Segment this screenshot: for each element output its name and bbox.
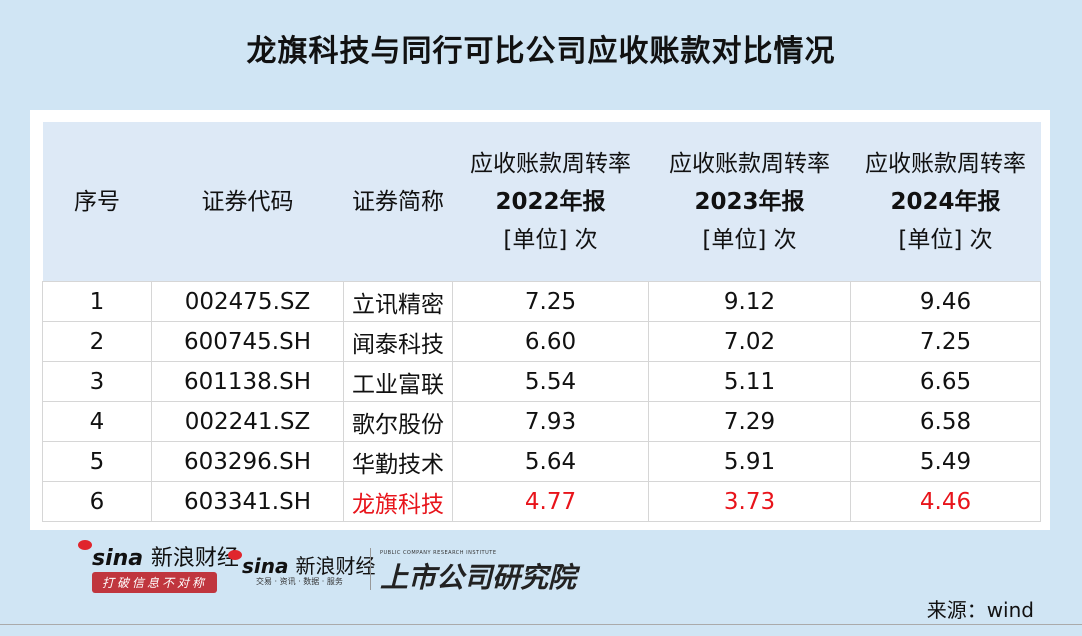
sina-eye-icon (78, 540, 92, 550)
cell-v2023: 5.11 (648, 361, 851, 402)
cell-v2022: 5.54 (452, 361, 649, 402)
cell-v2024: 6.65 (850, 361, 1041, 402)
cell-v2024: 5.49 (850, 441, 1041, 482)
sina-logo-2: sina 新浪财经 (228, 550, 375, 579)
table-row: 4 002241.SZ 歌尔股份 7.93 7.29 6.58 (42, 401, 1041, 442)
cell-v2024: 4.46 (850, 481, 1041, 522)
header-2024: 应收账款周转率 2024年报 [单位] 次 (850, 122, 1041, 282)
institute-logo: 上市公司研究院 (380, 561, 577, 594)
cell-v2022: 4.77 (452, 481, 649, 522)
table-row: 5 603296.SH 华勤技术 5.64 5.91 5.49 (42, 441, 1041, 482)
header-code: 证券代码 (151, 122, 344, 282)
cell-name: 歌尔股份 (343, 401, 453, 442)
cell-code: 603296.SH (151, 441, 344, 482)
page-title: 龙旗科技与同行可比公司应收账款对比情况 (246, 34, 836, 69)
table-row: 1 002475.SZ 立讯精密 7.25 9.12 9.46 (42, 281, 1041, 322)
cell-v2022: 7.93 (452, 401, 649, 442)
cell-seq: 3 (42, 361, 152, 402)
bottom-divider (0, 624, 1082, 625)
cell-seq: 5 (42, 441, 152, 482)
logos: sina 新浪财经 打破信息不对称 sina 新浪财经 交易 · 资讯 · 数据… (78, 536, 578, 596)
cell-name: 闻泰科技 (343, 321, 453, 362)
cell-name: 立讯精密 (343, 281, 453, 322)
sina-eye-icon (228, 550, 242, 560)
cell-code: 603341.SH (151, 481, 344, 522)
cell-name: 工业富联 (343, 361, 453, 402)
table-panel: 序号 证券代码 证券简称 应收账款周转率 2022年报 [单位] 次 应收账款周转率… (30, 110, 1050, 530)
header-row: 序号 证券代码 证券简称 应收账款周转率 2022年报 [单位] 次 应收账款周转率… (42, 122, 1041, 282)
cell-v2024: 6.58 (850, 401, 1041, 442)
cell-v2023: 7.02 (648, 321, 851, 362)
cell-name: 华勤技术 (343, 441, 453, 482)
header-2022: 应收账款周转率 2022年报 [单位] 次 (452, 122, 649, 282)
institute-en: PUBLIC COMPANY RESEARCH INSTITUTE (380, 550, 497, 556)
cell-v2023: 9.12 (648, 281, 851, 322)
cell-code: 002241.SZ (151, 401, 344, 442)
cell-seq: 2 (42, 321, 152, 362)
data-table: 序号 证券代码 证券简称 应收账款周转率 2022年报 [单位] 次 应收账款周转率… (42, 122, 1041, 522)
table-row: 3 601138.SH 工业富联 5.54 5.11 6.65 (42, 361, 1041, 402)
header-2023: 应收账款周转率 2023年报 [单位] 次 (648, 122, 851, 282)
table-row: 2 600745.SH 闻泰科技 6.60 7.02 7.25 (42, 321, 1041, 362)
source-note: 来源：wind (926, 598, 1034, 622)
header-name: 证券简称 (343, 122, 453, 282)
cell-code: 600745.SH (151, 321, 344, 362)
cell-v2022: 5.64 (452, 441, 649, 482)
sina-tagline: 交易 · 资讯 · 数据 · 服务 (256, 577, 343, 586)
cell-v2024: 7.25 (850, 321, 1041, 362)
sina-logo: sina 新浪财经 (78, 540, 239, 572)
cell-code: 601138.SH (151, 361, 344, 402)
cell-code: 002475.SZ (151, 281, 344, 322)
cell-v2023: 7.29 (648, 401, 851, 442)
cell-seq: 1 (42, 281, 152, 322)
sina-slogan: 打破信息不对称 (92, 572, 218, 593)
cell-name: 龙旗科技 (343, 481, 453, 522)
cell-v2024: 9.46 (850, 281, 1041, 322)
header-seq: 序号 (42, 122, 152, 282)
cell-v2023: 5.91 (648, 441, 851, 482)
cell-v2023: 3.73 (648, 481, 851, 522)
cell-seq: 6 (42, 481, 152, 522)
cell-v2022: 7.25 (452, 281, 649, 322)
table-row: 6 603341.SH 龙旗科技 4.77 3.73 4.46 (42, 481, 1041, 522)
cell-seq: 4 (42, 401, 152, 442)
cell-v2022: 6.60 (452, 321, 649, 362)
logo-divider (370, 548, 371, 590)
